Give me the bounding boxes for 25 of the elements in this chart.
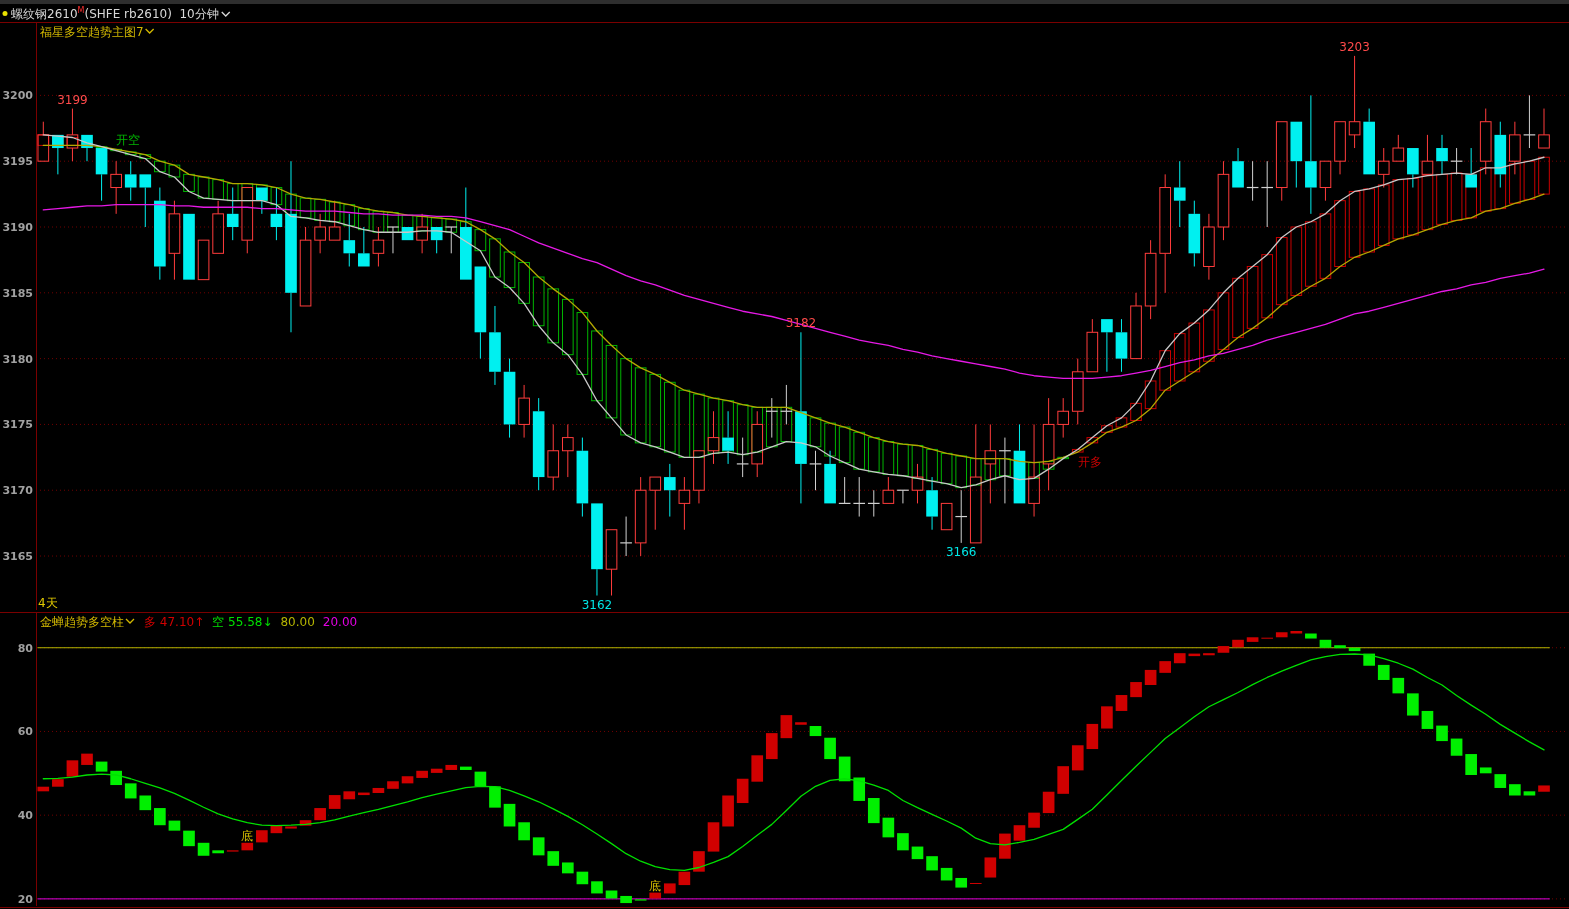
- text: 3162: [581, 597, 613, 612]
- y-tick-label: 3175: [2, 418, 33, 432]
- y-tick-label: 60: [17, 725, 34, 739]
- annotation: 4天: [38, 596, 58, 610]
- data-label: 底: [649, 878, 662, 893]
- y-tick-label: 3190: [2, 221, 34, 234]
- y-tick-label: 3185: [2, 286, 33, 300]
- y-tick-label: 3170: [2, 484, 34, 498]
- legend: 多 47.10↑ 空 55.58↓ 80.00 20.00: [144, 615, 358, 629]
- chart-title: 螺纹钢2610$^{M}$(SHFE rb2610) 10分钟: [11, 6, 219, 21]
- text: 3199: [57, 92, 88, 107]
- text: 3203: [1339, 39, 1370, 54]
- data-label: 开多: [1077, 455, 1102, 470]
- chart-title: 金蝉趋势多空柱: [40, 615, 124, 629]
- y-tick-label: 3200: [2, 89, 34, 103]
- y-tick-label: 3195: [2, 155, 33, 169]
- data-label: 底: [241, 828, 254, 843]
- data-label: 开空: [116, 133, 141, 148]
- chart-subtitle: 福星多空趋势主图7: [40, 25, 144, 39]
- y-tick-label: 20: [17, 892, 34, 906]
- y-tick-label: 80: [17, 641, 34, 655]
- text: 3166: [945, 544, 977, 559]
- y-tick-label: 3165: [2, 550, 33, 564]
- y-tick-label: 40: [17, 809, 34, 823]
- y-tick-label: 3180: [2, 352, 34, 366]
